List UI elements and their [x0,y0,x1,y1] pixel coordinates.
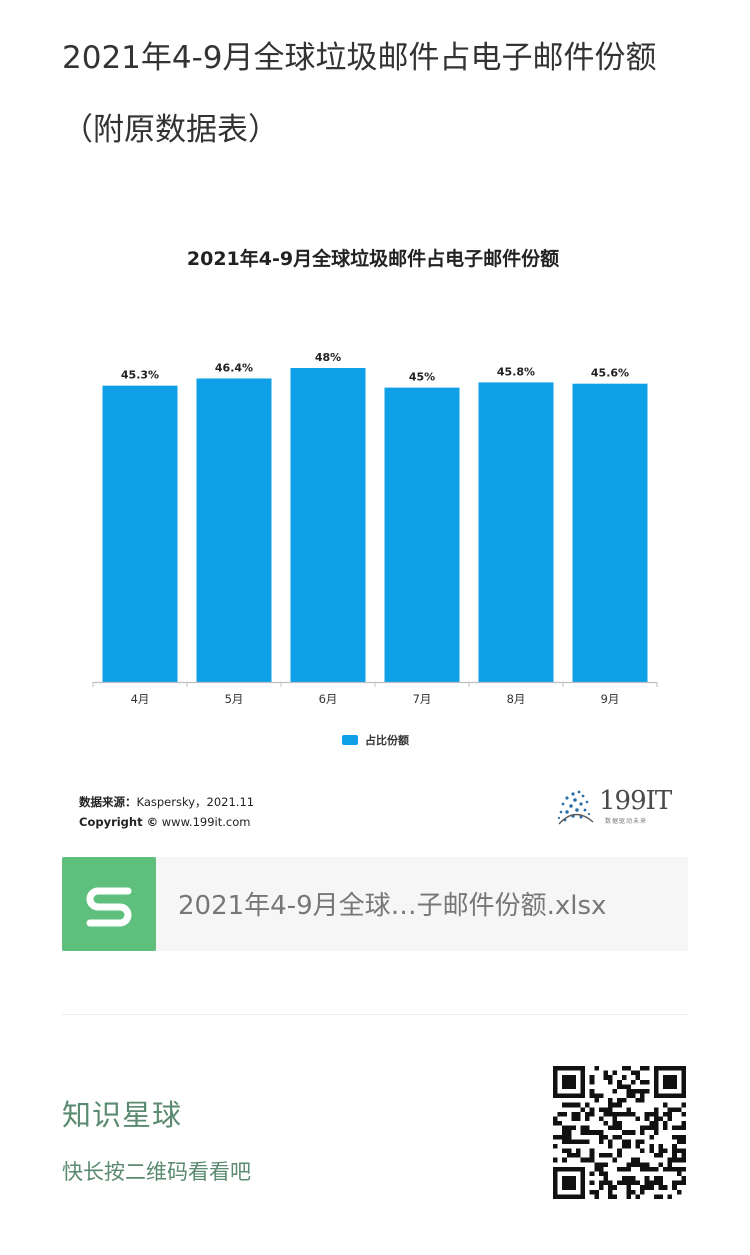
brand-logo: 199IT 数据驱动未来 [553,784,683,830]
x-tick-label: 4月 [131,692,150,706]
bar-4 [384,387,460,682]
planet-subtitle: 快长按二维码看看吧 [62,1160,251,1184]
bar-2 [196,378,272,682]
legend-label: 占比份额 [365,733,409,747]
bar-value-label: 45.6% [591,367,629,380]
attachment-card[interactable]: 2021年4-9月全球…子邮件份额.xlsx [62,857,688,951]
bar-value-label: 45% [409,371,435,384]
spreadsheet-s-icon [62,857,156,951]
article-title: 2021年4-9月全球垃圾邮件占电子邮件份额（附原数据表） [62,40,657,148]
brand-tagline: 数据驱动未来 [605,818,648,825]
bar-value-label: 45.3% [121,369,159,382]
source-note: 数据来源：Kaspersky，2021.11 Copyright © www.1… [79,792,254,832]
chart-title: 2021年4-9月全球垃圾邮件占电子邮件份额 [187,247,559,270]
x-tick-label: 6月 [319,692,338,706]
bar-1 [102,385,178,682]
legend-swatch [342,735,358,745]
copyright-text: www.199it.com [161,815,251,829]
x-tick-label: 5月 [225,692,244,706]
x-tick-label: 7月 [413,692,432,706]
bar-value-label: 46.4% [215,361,253,374]
chart-legend: 占比份额 [342,733,409,747]
brand-name: 199IT [599,786,672,816]
source-text: Kaspersky，2021.11 [136,795,255,809]
brand-dots-icon [557,790,594,825]
bar-6 [572,383,648,682]
source-label: 数据来源： [79,795,137,809]
bar-chart: 2021年4-9月全球垃圾邮件占电子邮件份额 45.3% 46.4% 48% 45% 4… [92,247,658,747]
bar-value-label: 48% [315,351,341,364]
copyright-label: Copyright © [79,815,159,829]
bar-5 [478,382,554,682]
x-tick-label: 9月 [601,692,620,706]
attachment-file-name[interactable]: 2021年4-9月全球…子邮件份额.xlsx [178,891,607,921]
bar-value-label: 45.8% [497,365,535,378]
x-tick-label: 8月 [507,692,526,706]
divider [62,1014,688,1015]
planet-title: 知识星球 [62,1098,183,1132]
bar-3 [290,368,366,682]
qr-code-icon[interactable] [553,1066,686,1199]
chart-card: 2021年4-9月全球垃圾邮件占电子邮件份额 45.3% 46.4% 48% 45% 4… [70,225,682,845]
